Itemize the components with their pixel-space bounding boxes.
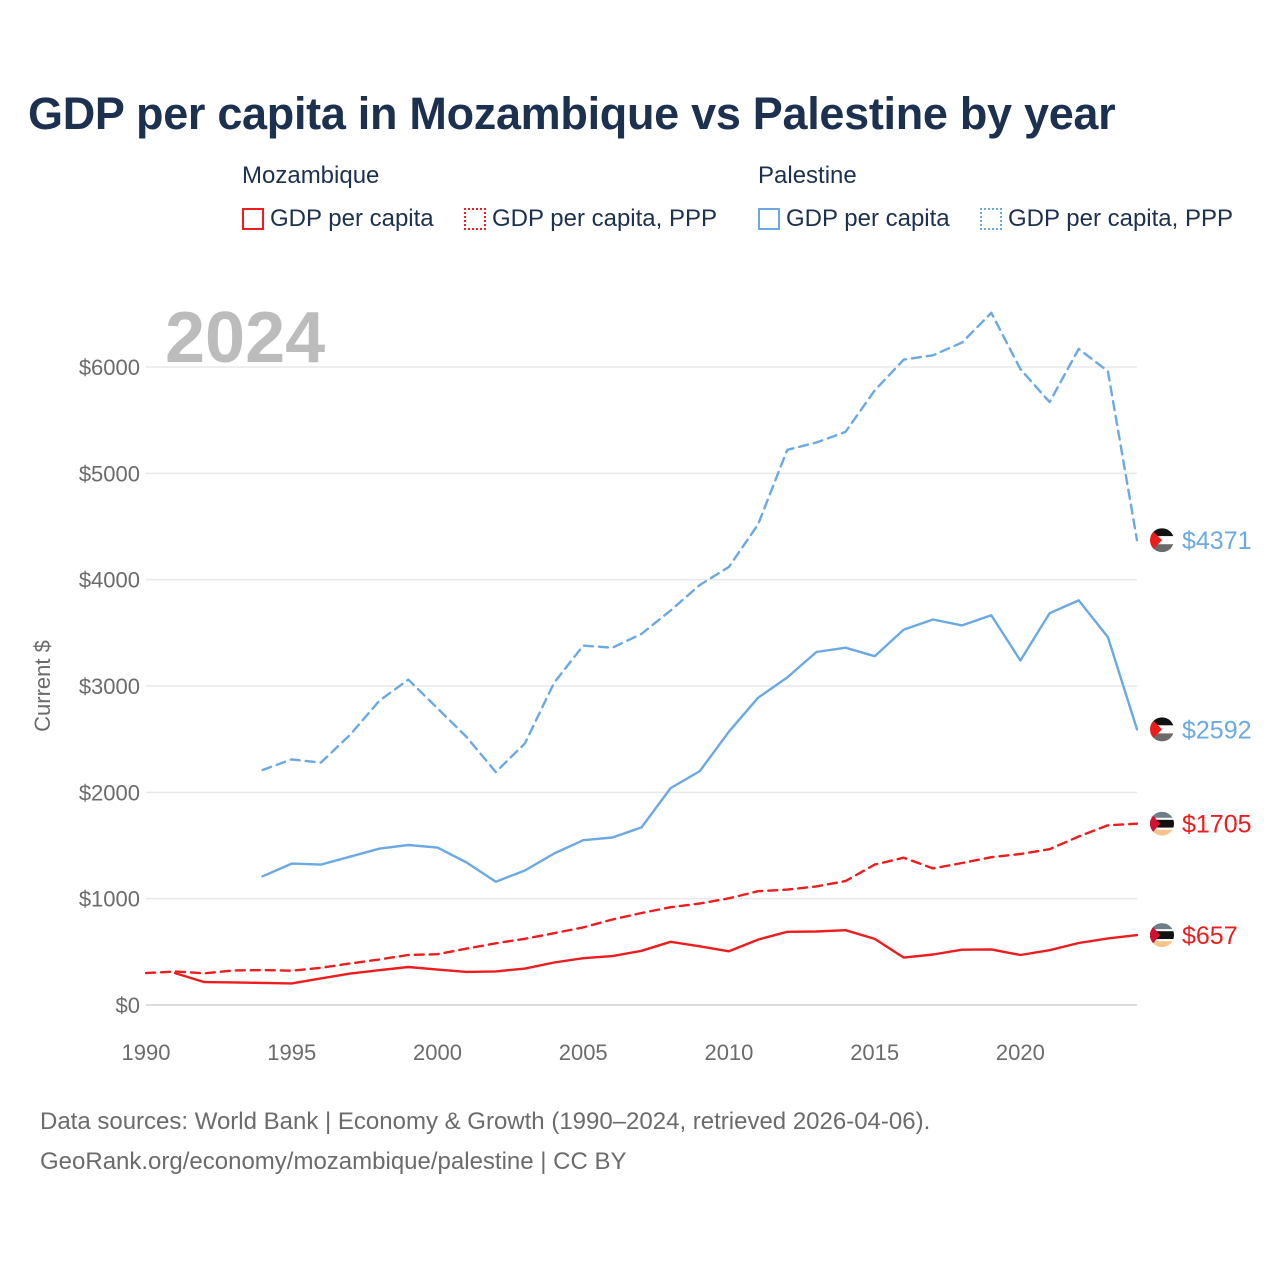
series-line-mozambique-ppp xyxy=(144,822,1139,975)
year-watermark: 2024 xyxy=(165,298,325,378)
legend-group-palestine: Palestine xyxy=(758,162,857,189)
legend-group-mozambique: Mozambique xyxy=(242,162,380,189)
end-value-label: $2592 xyxy=(1182,716,1252,744)
legend-item-mozambique-ppp[interactable]: GDP per capita, PPP xyxy=(464,204,717,234)
x-tick-label: 2010 xyxy=(704,1040,753,1065)
footer-credit: GeoRank.org/economy/mozambique/palestine… xyxy=(40,1148,627,1175)
y-axis-label: Current $ xyxy=(30,640,55,732)
series-line-palestine-gdp xyxy=(261,599,1139,883)
legend-label: GDP per capita xyxy=(786,205,950,232)
chart-title: GDP per capita in Mozambique vs Palestin… xyxy=(28,88,1116,139)
series-line-palestine-ppp xyxy=(261,311,1139,774)
x-tick-label: 1995 xyxy=(267,1040,316,1065)
legend-swatch-dotted xyxy=(980,208,1002,230)
legend-label: GDP per capita, PPP xyxy=(492,205,717,232)
y-tick-label: $1000 xyxy=(79,887,140,912)
y-tick-label: $5000 xyxy=(79,461,140,486)
legend-label: GDP per capita, PPP xyxy=(1008,205,1233,232)
legend-item-palestine-gdp[interactable]: GDP per capita xyxy=(758,204,950,234)
mozambique-flag-icon xyxy=(1150,811,1174,836)
legend-swatch-solid xyxy=(758,208,780,230)
y-tick-label: $0 xyxy=(116,993,140,1018)
legend-swatch-solid xyxy=(242,208,264,230)
mozambique-flag-icon xyxy=(1150,923,1174,948)
series-line-mozambique-gdp xyxy=(173,929,1139,985)
x-tick-label: 2020 xyxy=(996,1040,1045,1065)
x-tick-label: 2015 xyxy=(850,1040,899,1065)
y-tick-label: $4000 xyxy=(79,568,140,593)
footer-sources: Data sources: World Bank | Economy & Gro… xyxy=(40,1108,931,1135)
x-tick-label: 2005 xyxy=(559,1040,608,1065)
end-value-label: $1705 xyxy=(1182,811,1252,839)
legend-swatch-dotted xyxy=(464,208,486,230)
end-value-label: $657 xyxy=(1182,922,1238,950)
y-tick-label: $3000 xyxy=(79,674,140,699)
legend-item-palestine-ppp[interactable]: GDP per capita, PPP xyxy=(980,204,1233,234)
x-tick-label: 2000 xyxy=(413,1040,462,1065)
y-tick-label: $2000 xyxy=(79,780,140,805)
end-value-label: $4371 xyxy=(1182,527,1252,555)
x-tick-label: 1990 xyxy=(122,1040,171,1065)
legend-label: GDP per capita xyxy=(270,205,434,232)
y-tick-label: $6000 xyxy=(79,355,140,380)
palestine-flag-icon xyxy=(1150,528,1174,553)
palestine-flag-icon xyxy=(1150,717,1174,742)
legend-item-mozambique-gdp[interactable]: GDP per capita xyxy=(242,204,434,234)
